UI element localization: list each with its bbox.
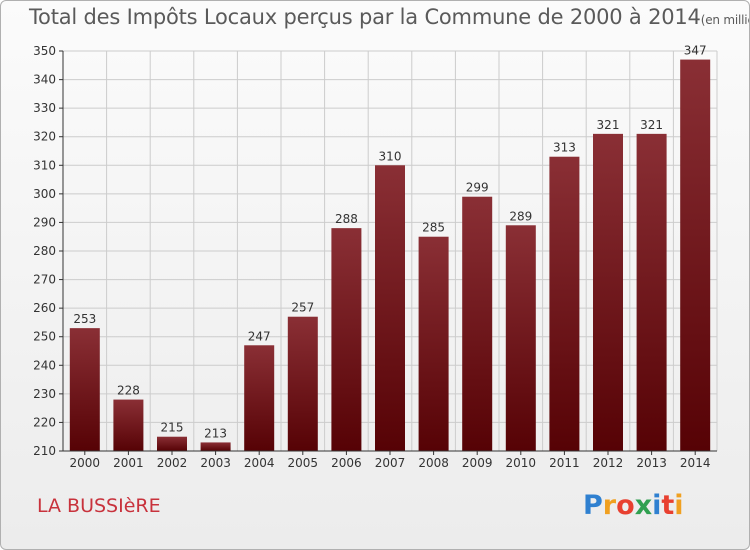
data-label: 253 [73,312,96,326]
data-label: 289 [509,209,532,223]
x-tick-label: 2002 [157,456,188,470]
logo-letter: x [634,490,653,521]
bar-2000 [69,328,100,451]
x-tick-label: 2010 [506,456,537,470]
x-tick-label: 2005 [288,456,319,470]
chart-title: Total des Impôts Locaux perçus par la Co… [29,5,749,29]
bar-2006 [331,228,362,451]
y-tick-label: 250 [33,330,56,344]
axes [59,50,717,455]
y-tick-label: 340 [33,73,56,87]
y-tick-label: 260 [33,301,56,315]
logo-letter: i [652,490,662,521]
bar-2011 [549,156,580,451]
y-tick-label: 310 [33,158,56,172]
chart-title-unit: (en milliers d'€) [700,13,749,27]
bar-2002 [157,436,187,451]
bar-2001 [113,399,144,451]
logo-letter: r [602,490,617,521]
bar-2007 [375,165,405,452]
data-label: 299 [466,181,489,195]
y-tick-label: 270 [33,273,56,287]
bar-2010 [505,225,536,451]
data-label: 215 [161,421,184,435]
bar-2013 [636,133,667,451]
x-tick-label: 2004 [244,456,275,470]
bar-2012 [593,133,623,451]
data-label: 313 [553,141,576,155]
data-label: 247 [248,329,271,343]
y-tick-label: 220 [33,415,56,429]
y-tick-label: 320 [33,130,56,144]
logo-letter: o [616,490,635,521]
bar-2005 [287,316,318,451]
y-tick-label: 280 [33,244,56,258]
data-label: 347 [684,44,707,58]
data-label: 321 [597,118,620,132]
y-tick-label: 300 [33,187,56,201]
logo-letter: i [674,490,684,521]
logo-letter: P [583,490,603,521]
y-tick-label: 230 [33,387,56,401]
data-label: 310 [379,149,402,163]
x-tick-label: 2006 [331,456,362,470]
x-tick-label: 2012 [593,456,624,470]
y-tick-label: 210 [33,444,56,458]
bar-2009 [462,196,493,451]
data-label: 288 [335,212,358,226]
y-tick-label: 240 [33,358,56,372]
chart-title-main: Total des Impôts Locaux perçus par la Co… [29,5,701,29]
y-tick-label: 350 [33,44,56,58]
data-label: 257 [291,301,314,315]
data-label: 321 [640,118,663,132]
y-tick-label: 290 [33,215,56,229]
data-label: 285 [422,221,445,235]
x-tick-label: 2001 [113,456,144,470]
logo-letter: t [661,490,675,521]
y-tick-label: 330 [33,101,56,115]
bar-2004 [244,345,275,451]
x-tick-label: 2000 [70,456,101,470]
bars [69,59,711,452]
x-tick-label: 2009 [462,456,493,470]
proxiti-logo: Proxiti [583,490,684,521]
bar-2003 [200,442,231,451]
data-label: 228 [117,384,140,398]
x-tick-label: 2008 [418,456,449,470]
labels: 210 220 230 240 250 260 270 280 290 300 310 320 330 3… [33,44,710,470]
x-tick-label: 2013 [636,456,667,470]
commune-name: LA BUSSIèRE [37,495,161,517]
x-tick-label: 2003 [200,456,231,470]
x-tick-label: 2007 [375,456,406,470]
bar-2008 [418,236,449,451]
data-label: 213 [204,426,227,440]
x-tick-label: 2014 [680,456,711,470]
bar-2014 [680,59,711,451]
x-tick-label: 2011 [549,456,580,470]
